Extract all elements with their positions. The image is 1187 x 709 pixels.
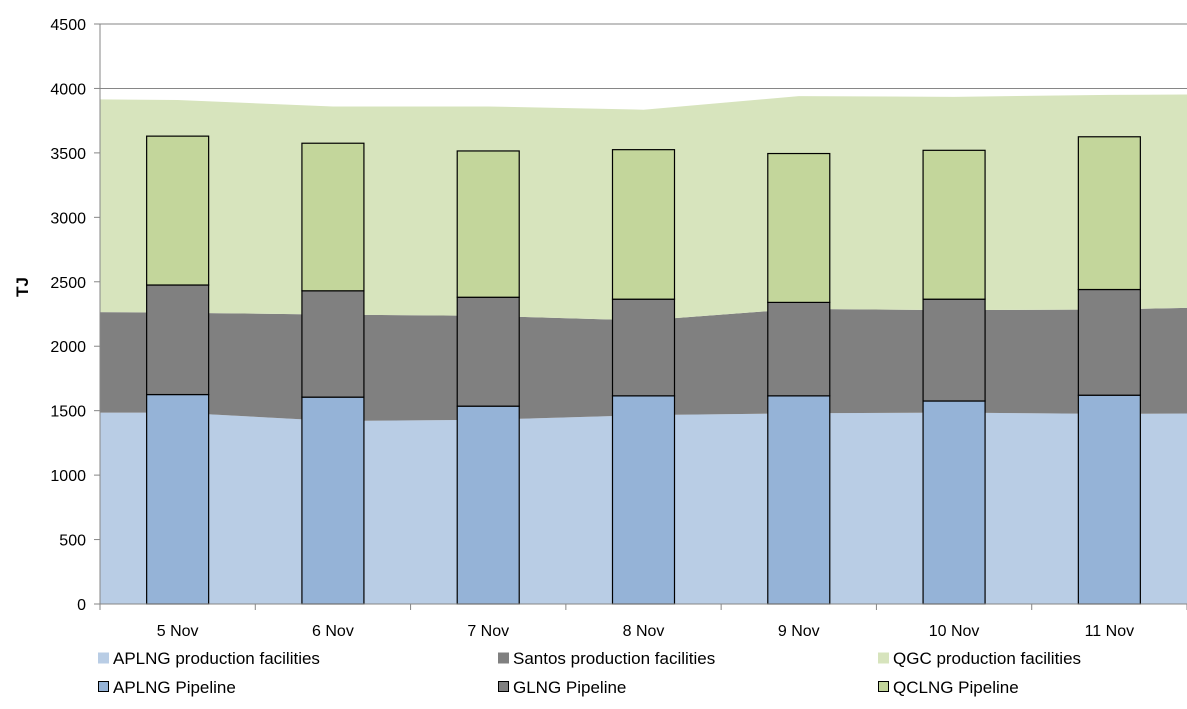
bar-glng-pipeline [456,296,520,407]
y-tick-label: 2000 [50,339,86,356]
x-tick-label: 5 Nov [157,623,199,640]
legend-label: APLNG production facilities [113,649,320,668]
bar-aplng-pipeline [1077,394,1141,605]
legend-swatch [498,652,509,664]
bar-qclng-pipeline [146,135,210,286]
x-tick-label: 6 Nov [312,623,354,640]
x-tick-label: 8 Nov [623,623,665,640]
legend-item: QCLNG Pipeline [878,678,1019,697]
bar-qclng-pipeline [301,142,365,292]
bar-qclng-pipeline [1077,136,1141,291]
bar-aplng-pipeline [146,393,210,605]
legend-swatch [878,681,889,692]
y-tick-label: 500 [59,533,86,550]
y-tick-label: 4500 [50,17,86,34]
y-tick-label: 2500 [50,275,86,292]
bar-series-layer [146,135,1141,605]
y-axis-title: TJ [13,277,32,297]
bar-glng-pipeline [767,301,831,397]
bar-aplng-pipeline [611,395,676,605]
bar-aplng-pipeline [456,405,520,605]
bar-glng-pipeline [146,284,210,396]
y-tick-labels: 0 500 1000 1500 2000 2500 3000 3500 4000 4500 [50,17,86,614]
legend: APLNG production facilities Santos produc… [98,649,1081,697]
legend-label: APLNG Pipeline [113,678,236,697]
y-tick-label: 1500 [50,404,86,421]
legend-swatch [98,652,109,664]
legend-item: APLNG Pipeline [98,678,236,697]
bar-aplng-pipeline [301,396,365,605]
legend-label: QCLNG Pipeline [893,678,1019,697]
y-tick-label: 1000 [50,468,86,485]
axes [94,23,1187,610]
y-tick-label: 3000 [50,210,86,227]
bar-qclng-pipeline [456,150,520,298]
bar-aplng-pipeline [767,395,831,605]
legend-item: GLNG Pipeline [498,678,626,697]
x-tick-label: 9 Nov [778,623,820,640]
bar-aplng-pipeline [922,400,986,605]
x-tick-label: 7 Nov [467,623,509,640]
legend-swatch [98,681,109,692]
y-tick-label: 3500 [50,146,86,163]
bar-qclng-pipeline [767,152,831,304]
legend-item: QGC production facilities [878,649,1081,668]
bar-glng-pipeline [611,298,676,397]
legend-swatch [878,652,889,664]
y-tick-label: 0 [77,597,86,614]
bar-glng-pipeline [1077,288,1141,396]
y-tick-label: 4000 [50,81,86,98]
legend-label: Santos production facilities [513,649,715,668]
x-tick-label: 10 Nov [929,623,980,640]
legend-label: GLNG Pipeline [513,678,626,697]
legend-item: APLNG production facilities [98,649,320,668]
legend-swatch [498,681,509,692]
legend-item: Santos production facilities [498,649,715,668]
x-tick-label: 11 Nov [1085,623,1135,640]
bar-glng-pipeline [301,290,365,398]
bar-glng-pipeline [922,298,986,402]
bar-qclng-pipeline [611,149,676,300]
bar-qclng-pipeline [922,149,986,300]
legend-label: QGC production facilities [893,649,1081,668]
x-tick-labels: 5 Nov 6 Nov 7 Nov 8 Nov 9 Nov 10 Nov 11 Nov [157,623,1134,640]
